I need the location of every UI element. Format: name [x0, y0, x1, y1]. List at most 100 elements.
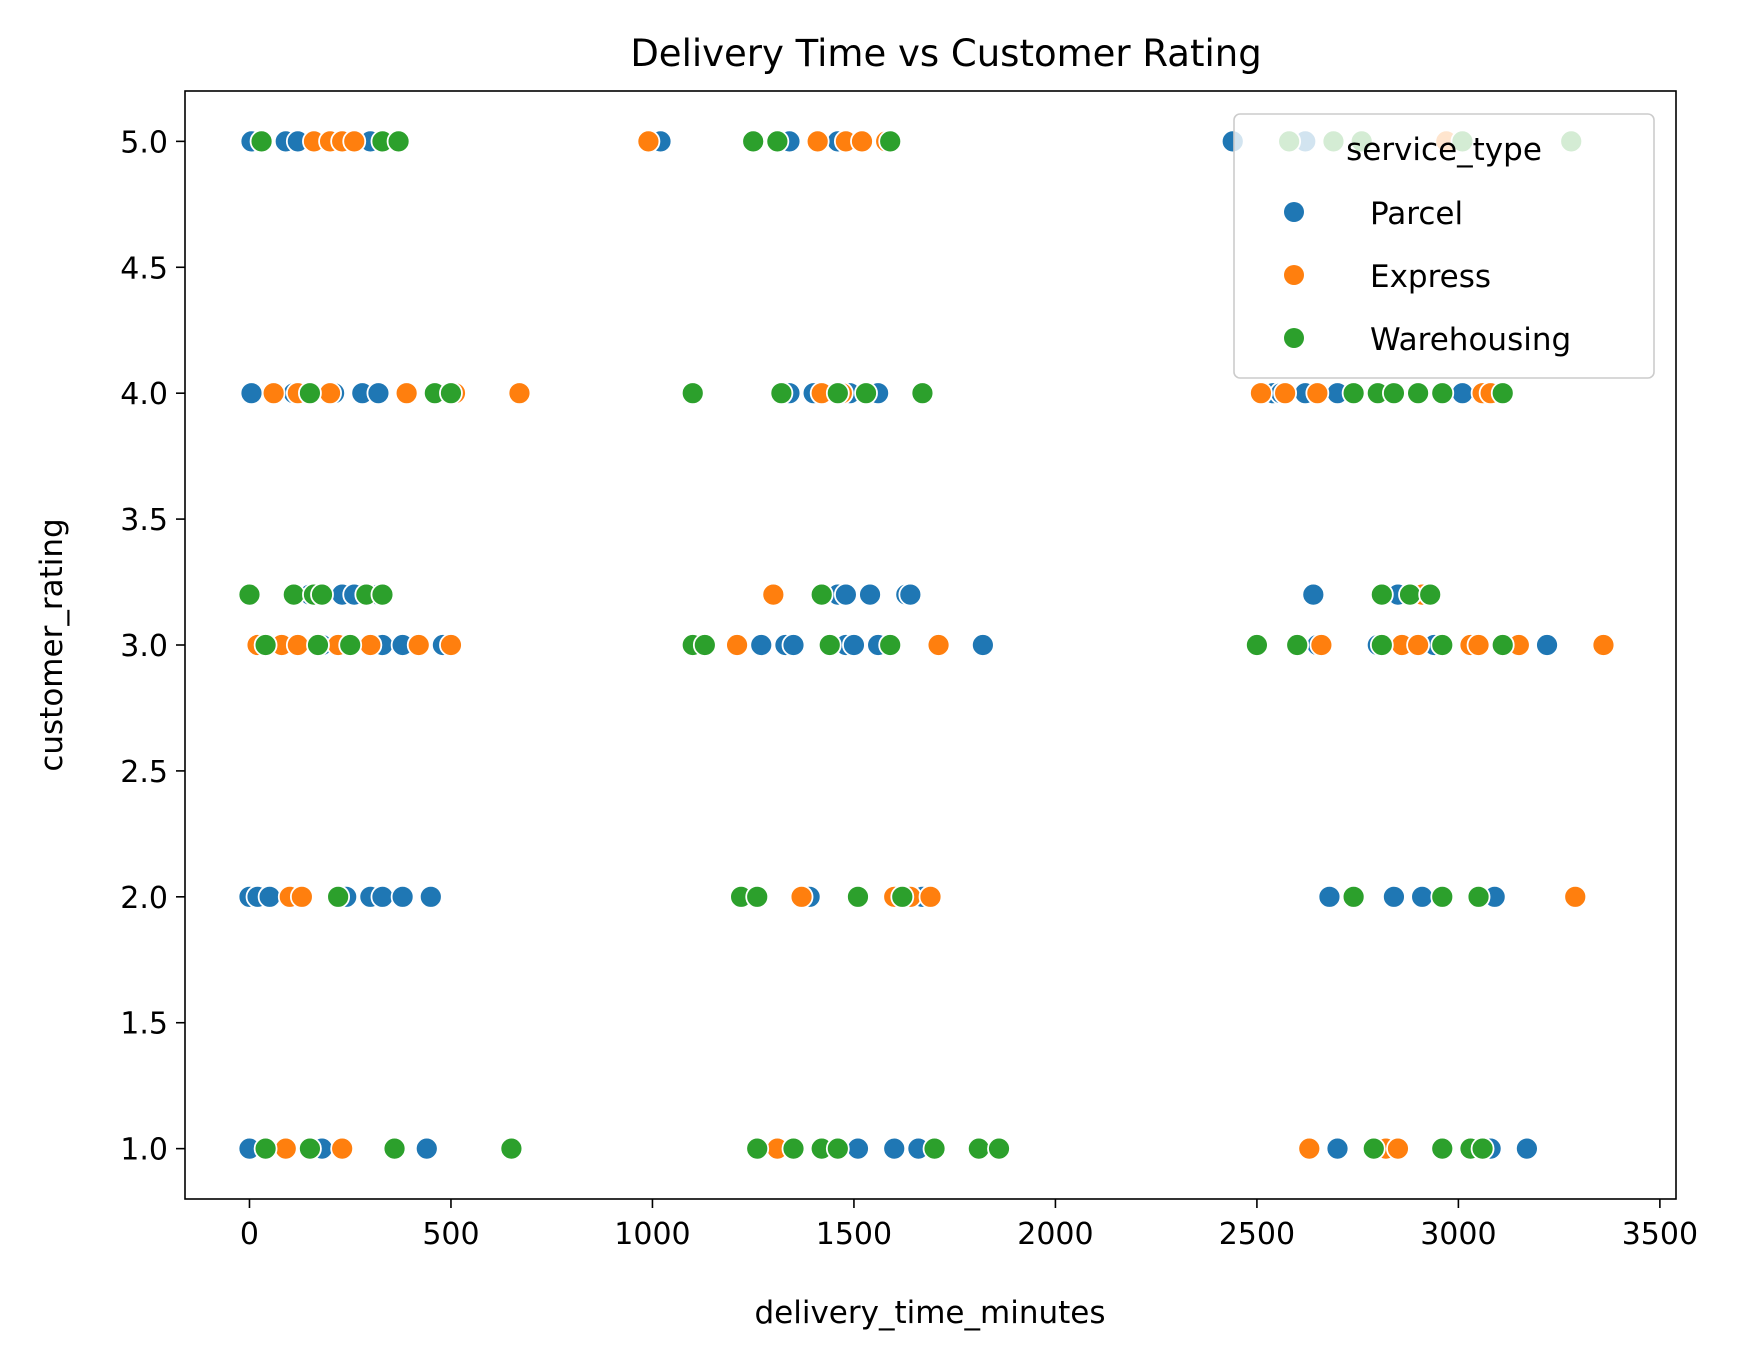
point-warehousing — [370, 582, 395, 607]
point-express — [342, 129, 367, 154]
point-warehousing — [1406, 381, 1430, 406]
point-warehousing — [890, 884, 915, 909]
x-tick-label: 3000 — [1420, 1217, 1496, 1252]
legend-label-express: Express — [1370, 259, 1491, 295]
point-warehousing — [1490, 381, 1515, 406]
point-parcel — [1382, 884, 1406, 909]
y-tick-label: 3.5 — [120, 503, 168, 538]
point-warehousing — [298, 381, 322, 406]
point-express — [1591, 633, 1616, 657]
point-warehousing — [987, 1136, 1011, 1161]
point-warehousing — [765, 129, 790, 154]
point-warehousing — [910, 381, 935, 406]
point-express — [273, 1136, 298, 1161]
x-tick-label: 2500 — [1219, 1217, 1295, 1252]
point-warehousing — [499, 1136, 524, 1161]
point-parcel — [842, 633, 866, 657]
point-parcel — [882, 1136, 907, 1161]
point-warehousing — [249, 129, 274, 154]
point-warehousing — [1245, 633, 1269, 657]
point-warehousing — [741, 129, 766, 154]
point-express — [1386, 1136, 1410, 1161]
point-warehousing — [745, 1136, 770, 1161]
point-warehousing — [1361, 1136, 1386, 1161]
point-warehousing — [846, 884, 870, 909]
y-tick-label: 1.5 — [120, 1007, 168, 1042]
plot-area-frame — [184, 90, 1677, 1200]
legend-marker-express — [1284, 265, 1304, 285]
point-express — [1466, 633, 1491, 657]
point-warehousing — [1341, 381, 1366, 406]
point-warehousing — [306, 633, 330, 657]
point-warehousing — [253, 1136, 278, 1161]
point-parcel — [1450, 381, 1475, 406]
point-warehousing — [1470, 1136, 1495, 1161]
point-express — [439, 633, 463, 657]
point-warehousing — [310, 582, 334, 607]
point-warehousing — [745, 884, 770, 909]
point-parcel — [749, 633, 774, 657]
point-parcel — [846, 1136, 870, 1161]
point-express — [285, 633, 310, 657]
point-express — [318, 381, 342, 406]
point-parcel — [390, 884, 415, 909]
point-warehousing — [281, 582, 306, 607]
point-warehousing — [1430, 884, 1455, 909]
point-warehousing — [326, 884, 351, 909]
y-tick-label: 4.0 — [120, 377, 168, 412]
point-warehousing — [781, 1136, 806, 1161]
point-express — [1406, 633, 1430, 657]
legend-box — [1233, 113, 1655, 379]
point-express — [761, 582, 786, 607]
point-warehousing — [680, 381, 705, 406]
point-warehousing — [382, 1136, 407, 1161]
point-warehousing — [1490, 633, 1515, 657]
point-express — [1273, 381, 1298, 406]
point-warehousing — [298, 1136, 322, 1161]
point-warehousing — [386, 129, 411, 154]
point-parcel — [418, 884, 443, 909]
point-express — [1305, 381, 1330, 406]
point-express — [850, 129, 874, 154]
chart-title: Delivery Time vs Customer Rating — [630, 32, 1261, 75]
point-express — [1297, 1136, 1322, 1161]
point-express — [358, 633, 383, 657]
point-express — [1249, 381, 1273, 406]
point-parcel — [1535, 633, 1559, 657]
point-express — [926, 633, 951, 657]
point-warehousing — [825, 381, 850, 406]
point-parcel — [1301, 582, 1326, 607]
point-parcel — [239, 381, 264, 406]
point-parcel — [1325, 1136, 1350, 1161]
y-tick-label: 1.0 — [120, 1133, 168, 1168]
legend-marker-warehousing — [1284, 328, 1304, 348]
point-parcel — [781, 633, 806, 657]
point-warehousing — [854, 381, 878, 406]
point-parcel — [898, 582, 923, 607]
point-parcel — [1410, 884, 1435, 909]
point-parcel — [858, 582, 882, 607]
point-express — [1309, 633, 1334, 657]
y-tick-label: 4.5 — [120, 251, 168, 286]
point-express — [330, 1136, 355, 1161]
point-parcel — [257, 884, 282, 909]
x-tick-label: 1500 — [816, 1217, 892, 1252]
point-express — [1563, 884, 1588, 909]
y-axis-label: customer_rating — [34, 518, 70, 771]
point-warehousing — [1418, 582, 1443, 607]
point-warehousing — [237, 582, 262, 607]
x-tick-label: 0 — [240, 1217, 259, 1252]
point-warehousing — [1382, 381, 1406, 406]
point-parcel — [1515, 1136, 1539, 1161]
point-warehousing — [1285, 633, 1310, 657]
legend-marker-parcel — [1284, 202, 1304, 222]
point-express — [394, 381, 419, 406]
point-warehousing — [878, 129, 903, 154]
y-tick-label: 5.0 — [120, 125, 168, 160]
x-axis-ticks: 0 500 1000 1500 2000 2500 3000 3500 — [240, 1199, 1698, 1252]
point-warehousing — [439, 381, 463, 406]
point-warehousing — [825, 1136, 850, 1161]
x-tick-label: 500 — [422, 1217, 479, 1252]
point-parcel — [1317, 884, 1342, 909]
point-warehousing — [878, 633, 903, 657]
